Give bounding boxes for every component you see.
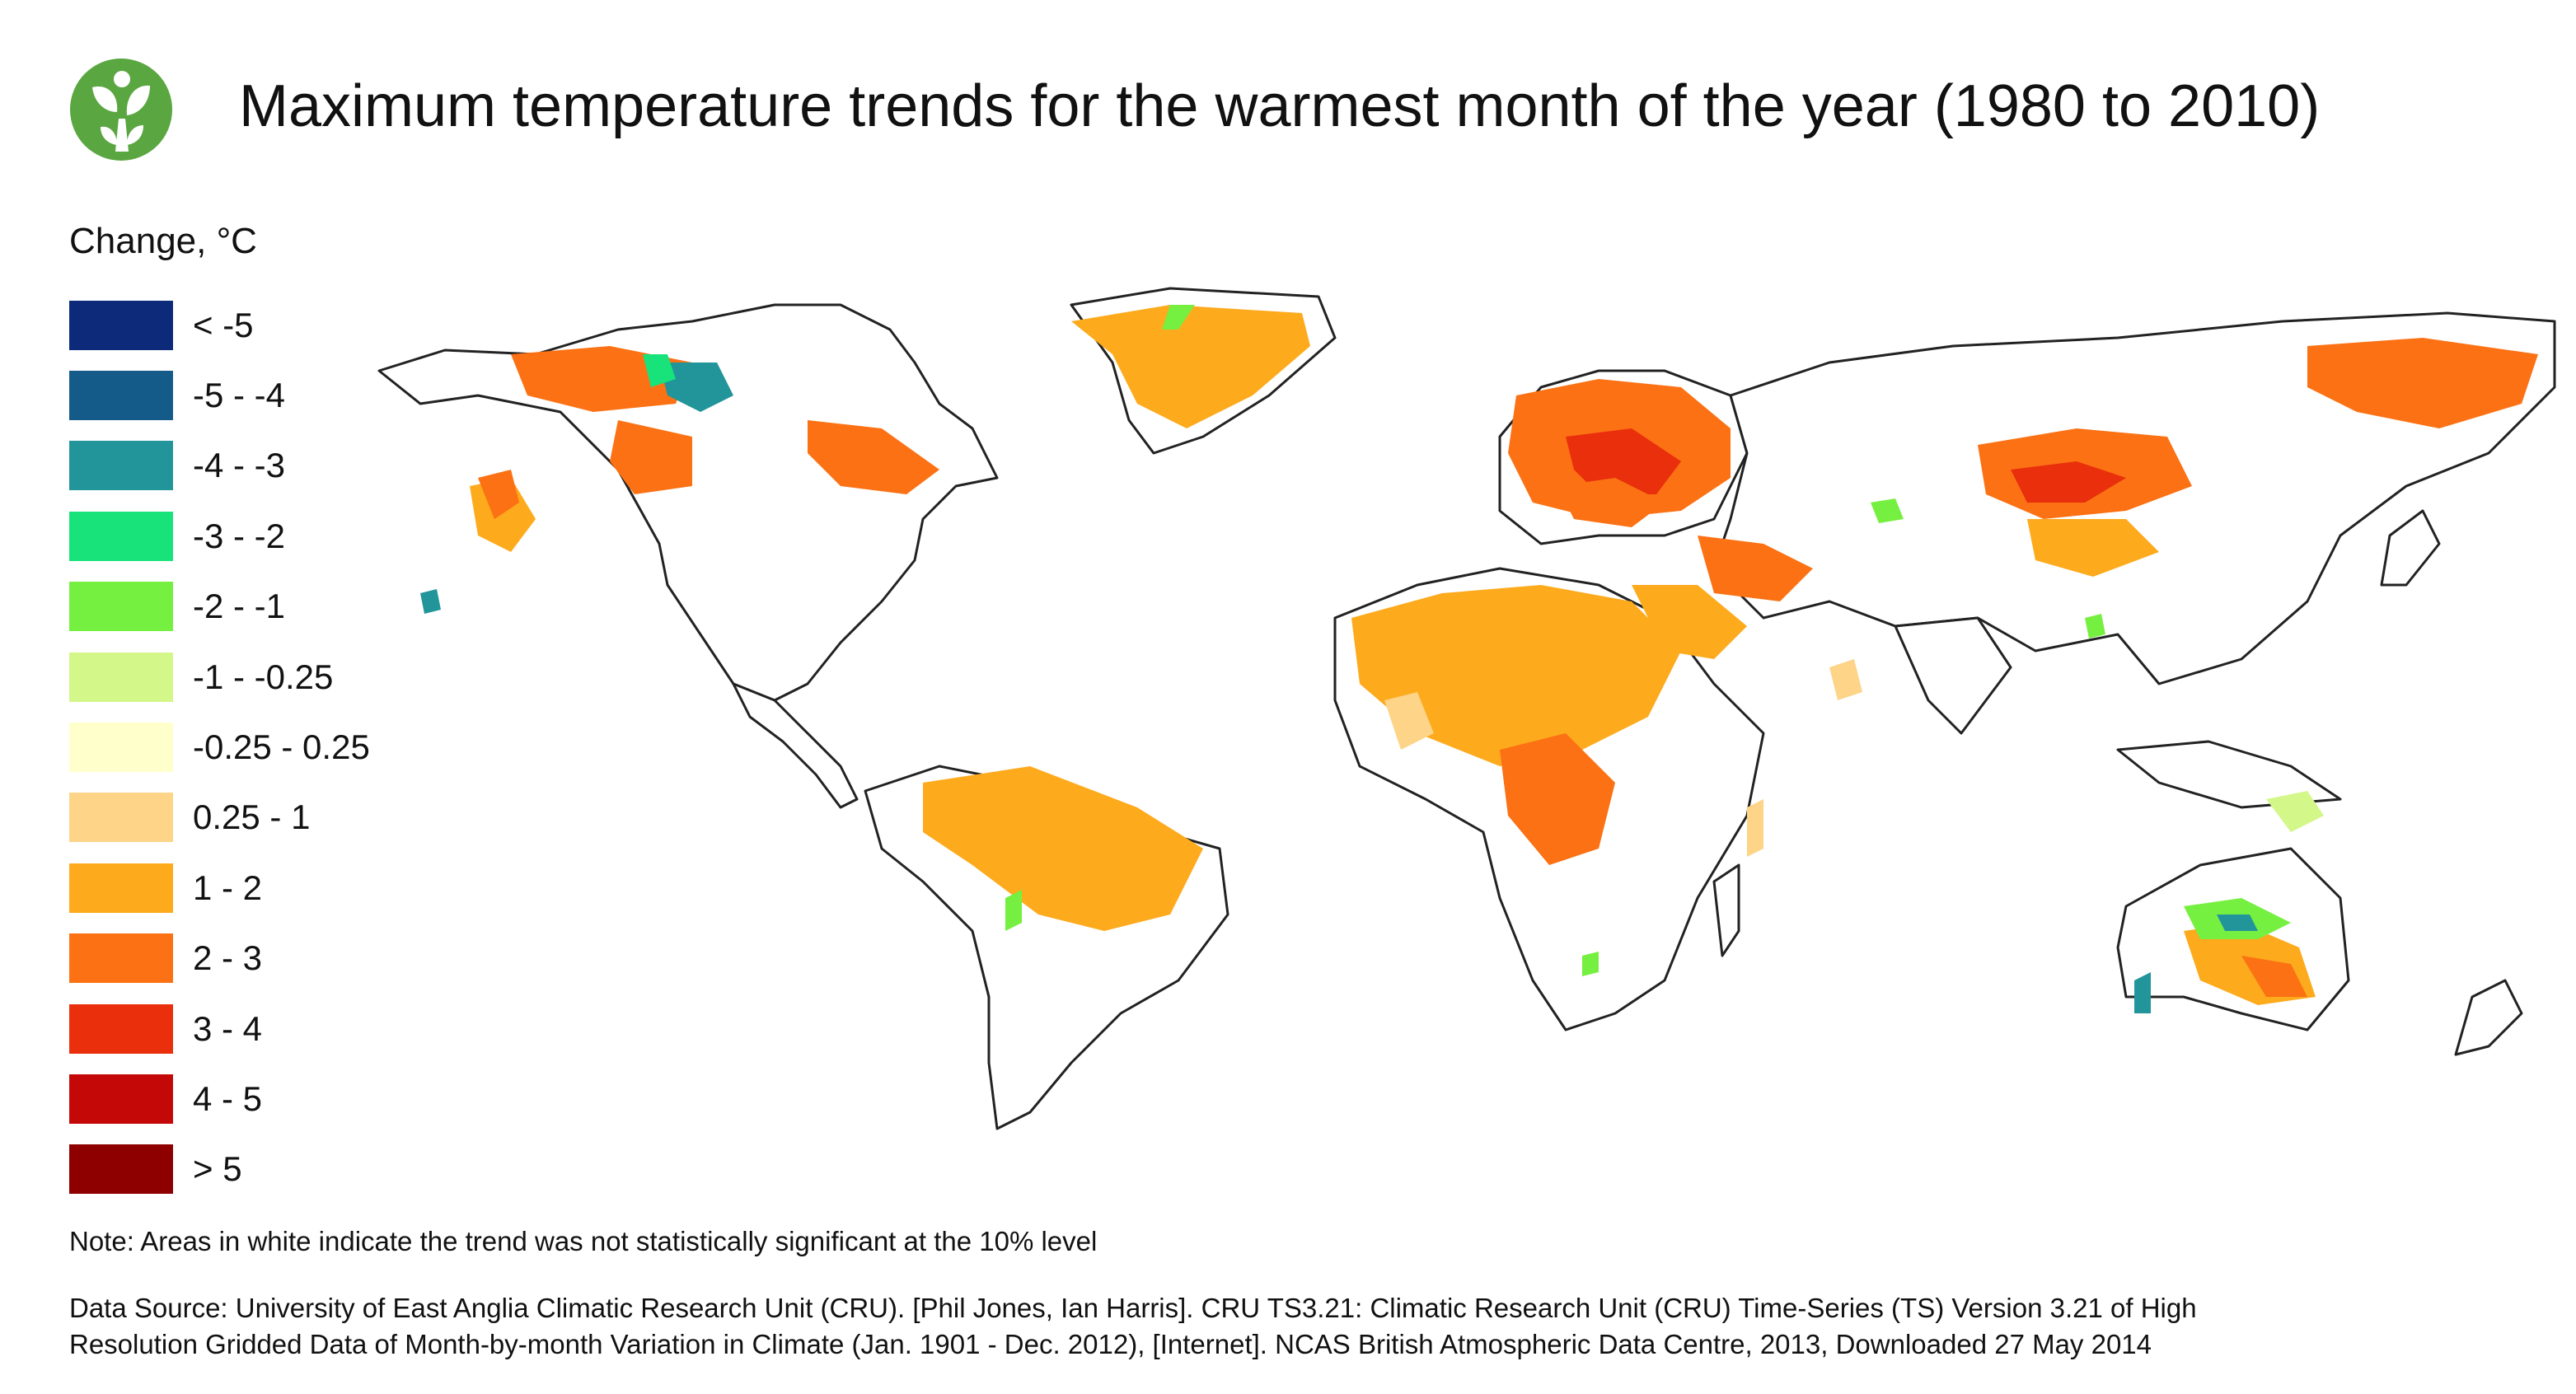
north-america xyxy=(377,303,999,702)
data-source-line: Resolution Gridded Data of Month-by-mont… xyxy=(69,1329,2152,1359)
trend-patch xyxy=(1871,498,1904,523)
data-source: Data Source: University of East Anglia C… xyxy=(69,1290,2197,1363)
legend-item: -1 - -0.25 xyxy=(69,642,370,712)
legend-swatch xyxy=(69,652,173,702)
trend-patch xyxy=(1582,952,1599,976)
trend-patch xyxy=(1747,799,1763,857)
trend-patch xyxy=(808,420,939,494)
trend-patch xyxy=(1384,692,1434,750)
trend-patch xyxy=(478,470,519,519)
legend-title: Change, °C xyxy=(69,221,257,261)
legend-item: -2 - -1 xyxy=(69,572,370,642)
trend-patches xyxy=(420,305,2538,1013)
legend-label: 0.25 - 1 xyxy=(193,798,311,837)
legend-label: 3 - 4 xyxy=(193,1008,263,1048)
legend-swatch xyxy=(69,300,173,350)
trend-patch xyxy=(1829,659,1862,700)
new-zealand xyxy=(2454,979,2523,1056)
legend-item: 4 - 5 xyxy=(69,1064,370,1134)
trend-patch xyxy=(2085,614,2105,639)
trend-patch xyxy=(1632,585,1747,659)
legend-label: -2 - -1 xyxy=(193,587,286,626)
legend-swatch xyxy=(69,511,173,561)
legend-label: > 5 xyxy=(193,1149,242,1189)
legend-label: 2 - 3 xyxy=(193,938,263,978)
legend-label: < -5 xyxy=(193,305,254,344)
legend-item: -4 - -3 xyxy=(69,431,370,501)
legend: Change, °C < -5 -5 - -4 -4 - -3 -3 - -2 … xyxy=(69,221,370,1205)
map-title: Maximum temperature trends for the warme… xyxy=(239,73,2321,139)
legend-swatch xyxy=(69,1144,173,1195)
trend-patch xyxy=(923,766,1203,931)
legend-swatch xyxy=(69,793,173,843)
legend-label: -5 - -4 xyxy=(193,376,286,415)
world-map xyxy=(377,287,2556,1130)
japan xyxy=(2380,509,2441,587)
legend-label: -1 - -0.25 xyxy=(193,657,334,696)
trend-patch xyxy=(2011,461,2126,503)
trend-patch xyxy=(2307,338,2538,428)
trend-patch xyxy=(2027,519,2159,577)
trend-patch xyxy=(1351,585,1681,766)
trend-patch xyxy=(643,354,676,387)
legend-swatch xyxy=(69,582,173,632)
trend-patch xyxy=(2241,956,2307,997)
trend-patch xyxy=(2134,972,2151,1013)
legend-label: 4 - 5 xyxy=(193,1078,263,1118)
trend-patch xyxy=(420,589,441,614)
legend-item: 1 - 2 xyxy=(69,853,370,923)
legend-swatch xyxy=(69,723,173,773)
significance-note: Note: Areas in white indicate the trend … xyxy=(69,1226,1098,1256)
legend-swatch xyxy=(69,441,173,491)
madagascar xyxy=(1712,863,1740,957)
legend-item: -0.25 - 0.25 xyxy=(69,712,370,782)
leaf-figure-logo-icon xyxy=(70,58,172,161)
trend-patch xyxy=(1162,305,1195,330)
india xyxy=(1894,616,2012,735)
legend-item: -3 - -2 xyxy=(69,501,370,571)
trend-patch xyxy=(1071,305,1310,428)
data-source-line: Data Source: University of East Anglia C… xyxy=(69,1293,2197,1323)
legend-item: > 5 xyxy=(69,1134,370,1205)
legend-swatch xyxy=(69,863,173,913)
legend-swatch xyxy=(69,933,173,984)
trend-patch xyxy=(1698,536,1813,601)
trend-patch xyxy=(1566,428,1681,494)
legend-swatch xyxy=(69,1003,173,1054)
legend-item: 2 - 3 xyxy=(69,924,370,994)
legend-item: < -5 xyxy=(69,290,370,360)
trend-patch xyxy=(610,420,692,494)
trend-patch xyxy=(1557,478,1665,527)
legend-item: -5 - -4 xyxy=(69,360,370,430)
central-america xyxy=(732,682,859,809)
legend-swatch xyxy=(69,1074,173,1124)
legend-swatch xyxy=(69,371,173,421)
legend-label: 1 - 2 xyxy=(193,868,263,907)
legend-item: 0.25 - 1 xyxy=(69,783,370,853)
trend-patch xyxy=(1005,890,1022,931)
legend-label: -0.25 - 0.25 xyxy=(193,727,370,767)
southeast-asia-islands xyxy=(2116,740,2342,809)
legend-item: 3 - 4 xyxy=(69,994,370,1064)
trend-patch xyxy=(659,363,733,412)
legend-label: -3 - -2 xyxy=(193,516,286,555)
trend-patch xyxy=(2217,915,2258,931)
trend-patch xyxy=(1500,733,1615,865)
trend-patch xyxy=(2266,791,2324,832)
legend-label: -4 - -3 xyxy=(193,446,286,485)
